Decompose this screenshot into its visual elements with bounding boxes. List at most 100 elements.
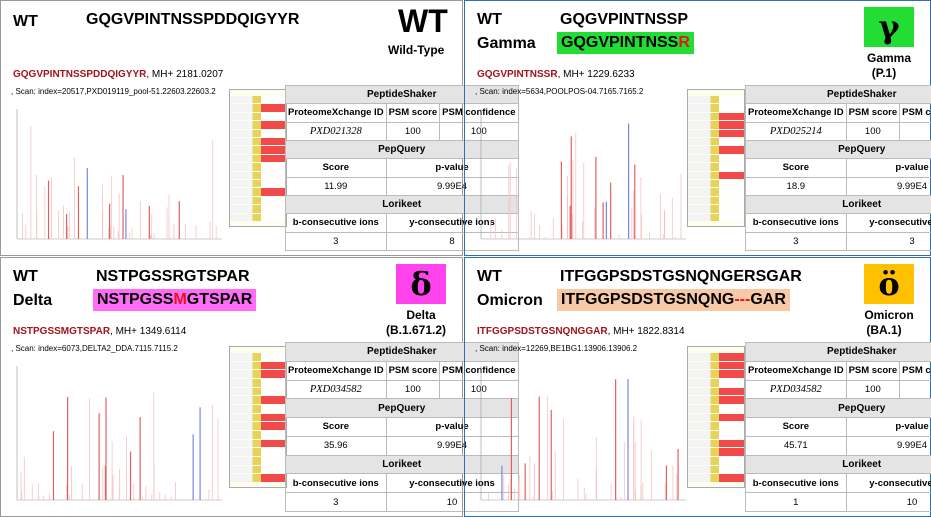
- wt-sequence: ITFGGPSDSTGSNQNGERSGAR: [560, 268, 802, 285]
- table-cell: 3: [845, 231, 931, 252]
- table-row: 1 10: [745, 492, 931, 512]
- results-table: PeptideShaker ProteomeXchange ID PSM score…: [285, 342, 519, 512]
- peak-table: [687, 89, 745, 227]
- table: PeptideShaker ProteomeXchange ID PSM score…: [285, 342, 519, 512]
- table-row: PeptideShaker: [285, 84, 519, 105]
- table-row: Score p-value: [285, 417, 519, 437]
- peak-row: [230, 104, 286, 112]
- table-cell: 18.9: [745, 176, 847, 196]
- table-cell: p-value: [845, 417, 931, 437]
- symbol-badge: δ: [396, 264, 446, 304]
- sequence-part: GQGVPINTNSS: [561, 34, 679, 51]
- table-cell: 1: [745, 492, 847, 512]
- table-cell: 100: [899, 379, 931, 400]
- table-cell: ProteomeXchange ID: [745, 103, 847, 123]
- peak-row: [688, 112, 744, 121]
- table-row: Score p-value: [285, 158, 519, 178]
- sequence-part: ---: [734, 291, 751, 308]
- peak-row: [230, 129, 286, 137]
- peak-row: [230, 213, 286, 221]
- table-row: 3 10: [285, 492, 519, 512]
- spectrum-mass: , MH+ 2181.0207: [146, 69, 224, 80]
- peak-row: [688, 431, 744, 439]
- peak-row: [230, 112, 286, 121]
- peak-row: [688, 205, 744, 213]
- table-cell: p-value: [845, 158, 931, 178]
- table-cell: PeptideShaker: [745, 84, 931, 105]
- table-row: PepQuery: [745, 139, 931, 160]
- panel: WT GQGVPINTNSSPDDQIGYYR WT Wild-Type GQGVPIN…: [0, 0, 519, 256]
- sequence-part: GAR: [750, 291, 786, 308]
- peak-row: [230, 205, 286, 213]
- sequence-part: R: [678, 34, 690, 51]
- variant-name: Omicron: [864, 308, 914, 322]
- peak-row: [688, 180, 744, 188]
- peak-row: [230, 405, 286, 413]
- table-row: PeptideShaker: [285, 342, 519, 362]
- peak-row: [688, 163, 744, 171]
- peak-row: [230, 448, 286, 456]
- sequence-part: ITFGGPSDSTGSNQNG: [561, 291, 735, 308]
- table-cell: PSM score: [845, 103, 901, 123]
- peak-row: [688, 138, 744, 146]
- table-row: PeptideShaker: [745, 84, 931, 105]
- spectrum: [16, 366, 222, 501]
- variant-sequence: ITFGGPSDSTGSNQNG---GAR: [557, 289, 790, 311]
- spectrum-title: ITFGGPSDSTGSNQNGGAR, MH+ 1822.8314: [477, 326, 685, 337]
- peak-row: [688, 96, 744, 104]
- table-cell: PSM confidence: [899, 360, 931, 381]
- table: PeptideShaker ProteomeXchange ID PSM score…: [285, 84, 519, 252]
- peak-row: [230, 121, 286, 129]
- table-cell: 11.99: [285, 176, 387, 196]
- spectrum: [16, 109, 222, 240]
- symbol-text: WT: [398, 3, 448, 39]
- table-row: Lorikeet: [745, 454, 931, 475]
- table-cell: PeptideShaker: [285, 84, 519, 105]
- table-cell: 3: [745, 231, 847, 252]
- spectrum-mass: , MH+ 1229.6233: [557, 69, 635, 80]
- peak-table: [229, 346, 287, 488]
- table-cell: b-consecutive ions: [285, 213, 387, 233]
- peak-row: [230, 439, 286, 448]
- peak-row: [688, 413, 744, 422]
- spectrum: [480, 366, 686, 501]
- peak-row: [688, 439, 744, 448]
- peak-row: [688, 129, 744, 137]
- panel: WT GQGVPINTNSSP Gamma GQGVPINTNSSR γ Gamma (P.…: [464, 0, 931, 256]
- peak-row: [688, 396, 744, 404]
- table-cell: Score: [285, 158, 387, 178]
- table-cell: 35.96: [285, 435, 387, 456]
- lineage: (B.1.671.2): [385, 323, 447, 337]
- wt-sequence: GQGVPINTNSSP: [560, 11, 689, 28]
- table-cell: PSM score: [385, 360, 441, 381]
- table-cell: ProteomeXchange ID: [285, 103, 387, 123]
- peak-row: [688, 154, 744, 163]
- table-row: Lorikeet: [745, 194, 931, 215]
- table-cell: Lorikeet: [745, 454, 931, 475]
- spectrum-title: GQGVPINTNSSPDDQIGYYR, MH+ 2181.0207: [13, 69, 223, 80]
- table-cell: ProteomeXchange ID: [745, 360, 847, 381]
- spectrum-peptide: GQGVPINTNSSPDDQIGYYR: [13, 69, 147, 80]
- table-cell: 100: [899, 121, 931, 141]
- table-cell: PSM confidence: [899, 103, 931, 123]
- table-cell: PXD034582: [745, 379, 847, 400]
- peak-row: [230, 154, 286, 163]
- table-cell: y-consecutive ions: [845, 473, 931, 494]
- peak-row: [688, 370, 744, 378]
- table-cell: Lorikeet: [745, 194, 931, 215]
- peak-row: [688, 457, 744, 465]
- table-cell: 10: [845, 492, 931, 512]
- peak-row: [688, 121, 744, 129]
- lineage: (P.1): [871, 66, 897, 80]
- peak-row: [230, 379, 286, 387]
- peak-row: [688, 448, 744, 456]
- peak-row: [230, 163, 286, 171]
- table-cell: ProteomeXchange ID: [285, 360, 387, 381]
- peak-row: [230, 422, 286, 430]
- lineage: (BA.1): [866, 323, 902, 337]
